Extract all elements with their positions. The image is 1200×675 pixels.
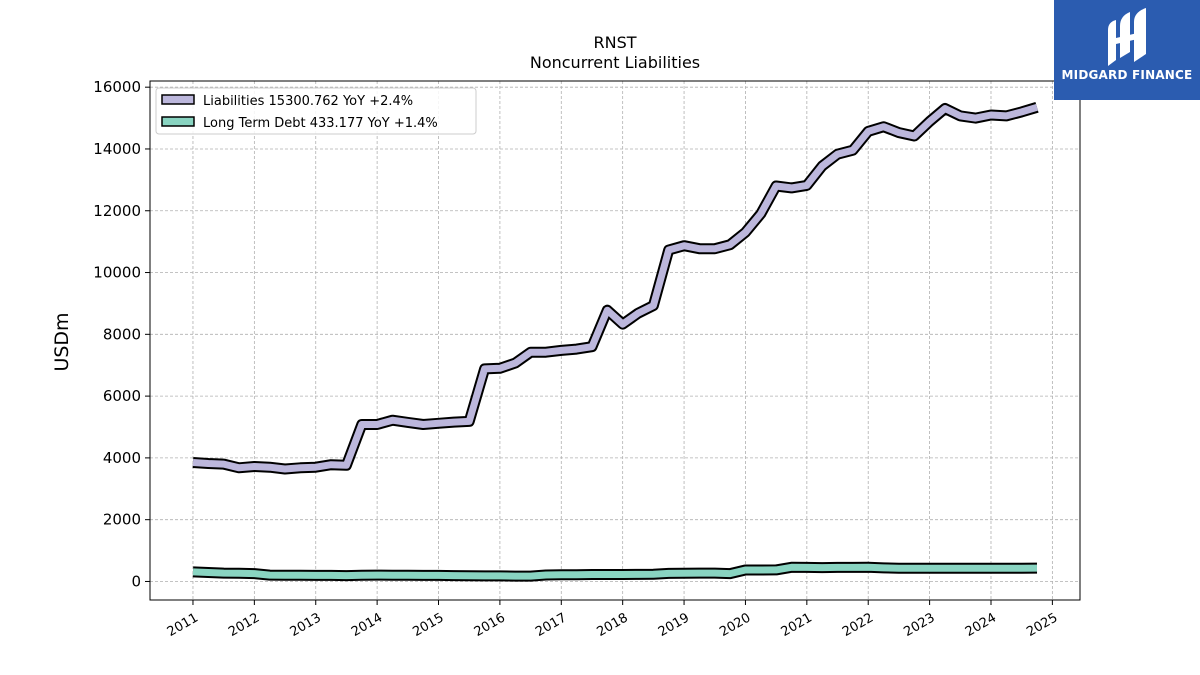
legend-label-liabilities: Liabilities 15300.762 YoY +2.4% — [203, 94, 413, 109]
y-axis-ticks: 0 2000 4000 6000 8000 10000 12000 14000 16000 — [93, 78, 150, 590]
chart-subtitle: Noncurrent Liabilities — [530, 53, 700, 72]
x-tick-label: 2025 — [1024, 610, 1060, 640]
x-tick-label: 2023 — [901, 610, 937, 640]
y-tick-label: 8000 — [103, 325, 141, 343]
y-tick-label: 10000 — [93, 264, 141, 282]
x-tick-label: 2024 — [963, 610, 999, 640]
x-tick-label: 2020 — [717, 610, 753, 640]
x-tick-label: 2011 — [165, 610, 201, 640]
legend-swatch-liabilities — [161, 94, 195, 105]
y-tick-label: 16000 — [93, 78, 141, 96]
y-tick-label: 0 — [131, 572, 141, 590]
y-tick-label: 14000 — [93, 140, 141, 158]
x-axis-ticks: 2011 2012 2013 2014 2015 2016 2017 2018 2019 2020… — [165, 600, 1060, 640]
x-tick-label: 2012 — [226, 610, 262, 640]
x-tick-label: 2015 — [410, 610, 446, 640]
x-tick-label: 2016 — [472, 610, 508, 640]
series-lines — [192, 102, 1039, 582]
y-tick-label: 4000 — [103, 449, 141, 467]
legend-box — [155, 87, 477, 135]
x-tick-label: 2017 — [533, 610, 569, 640]
legend-swatch-long-term-debt — [161, 116, 195, 127]
y-tick-label: 6000 — [103, 387, 141, 405]
plot-frame — [149, 80, 1081, 601]
brand-logo: MIDGARD FINANCE — [1054, 0, 1200, 100]
brand-logo-text: MIDGARD FINANCE — [1061, 68, 1193, 82]
legend: Liabilities 15300.762 YoY +2.4% Long Ter… — [155, 87, 477, 135]
x-tick-label: 2013 — [288, 610, 324, 640]
y-tick-label: 12000 — [93, 202, 141, 220]
x-tick-label: 2018 — [595, 610, 631, 640]
y-tick-label: 2000 — [103, 511, 141, 529]
x-tick-label: 2019 — [656, 610, 692, 640]
y-axis-label: USDm — [51, 312, 73, 371]
x-tick-label: 2022 — [840, 610, 876, 640]
series-line-liabilities — [192, 103, 1039, 473]
grid-lines — [150, 81, 1080, 600]
legend-label-long-term-debt: Long Term Debt 433.177 YoY +1.4% — [203, 116, 438, 131]
x-tick-label: 2014 — [349, 610, 385, 640]
series-outline-liabilities — [192, 102, 1039, 475]
midgard-logo-icon — [1108, 8, 1146, 66]
chart-title: RNST — [593, 33, 636, 52]
series-line-long-term-debt — [192, 563, 1038, 580]
x-tick-label: 2021 — [779, 610, 815, 640]
